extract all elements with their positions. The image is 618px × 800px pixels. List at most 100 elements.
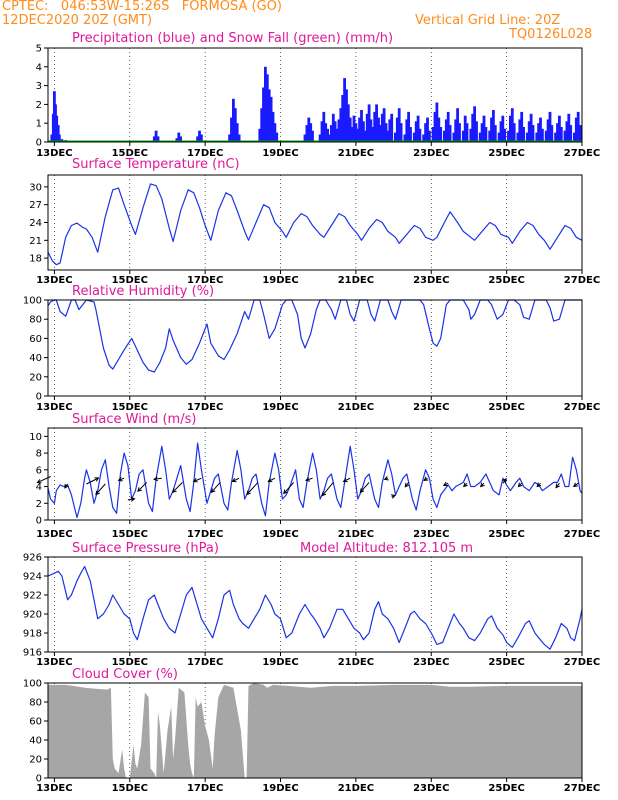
wind-arrow-head <box>210 488 216 494</box>
precip-bar <box>377 117 380 142</box>
precip-xtick-label: 23DEC <box>413 148 449 159</box>
temp-xtick-label: 25DEC <box>488 275 524 286</box>
wind-arrow-head <box>359 488 365 494</box>
wind-ytick-label: 8 <box>36 449 42 460</box>
precip-bar <box>493 125 497 142</box>
precip-bar <box>565 121 569 142</box>
pressure-frame <box>47 556 583 653</box>
rh-ytick-label: 100 <box>23 296 42 307</box>
wind-frame <box>47 427 583 521</box>
pressure-ytick-label: 916 <box>23 648 42 659</box>
precip-bar <box>264 66 267 142</box>
wind-arrow <box>246 482 259 495</box>
wind-arrow <box>172 482 183 493</box>
precip-bar <box>576 111 580 142</box>
precip-title: Precipitation (blue) and Snow Fall (gree… <box>72 31 393 46</box>
wind-arrow-head <box>117 476 123 482</box>
precip-bar <box>448 125 452 142</box>
wind-arrow-head <box>404 482 410 488</box>
precip-bar <box>407 111 410 142</box>
rh-ytick-label: 0 <box>36 392 42 403</box>
precip-bar <box>558 115 561 142</box>
precip-bar <box>275 132 279 142</box>
rh-ytick-label: 40 <box>29 353 42 364</box>
wind-arrow-head <box>555 483 560 489</box>
precip-ytick-label: 3 <box>36 81 42 92</box>
rh-ytick-label: 20 <box>29 372 42 383</box>
precip-bar <box>424 123 427 142</box>
precip-bar <box>388 119 392 142</box>
precip-bar <box>228 134 231 142</box>
precip-bar <box>331 113 335 142</box>
precip-bar <box>360 110 363 142</box>
wind-xtick-label: 27DEC <box>564 529 600 540</box>
precip-bar <box>499 121 503 142</box>
precip-bar <box>379 125 382 142</box>
precip-bar <box>539 117 542 142</box>
cloud-frame <box>47 682 583 779</box>
precip-bar <box>341 95 345 142</box>
precip-bar <box>267 89 271 142</box>
precip-bar <box>507 130 510 142</box>
precip-bar <box>330 125 333 142</box>
precip-bar <box>373 111 377 142</box>
wind-arrow <box>193 477 202 482</box>
precip-bar <box>512 123 516 142</box>
precip-bar <box>230 117 233 142</box>
precip-bar <box>444 119 448 142</box>
precip-bar <box>271 111 275 142</box>
precip-bar <box>510 108 514 142</box>
precip-bar <box>548 111 552 142</box>
pressure-ytick-label: 924 <box>23 572 42 583</box>
wind-arrow <box>343 477 351 482</box>
wind-arrow <box>359 482 370 493</box>
wind-arrow <box>95 483 106 495</box>
precip-bar <box>56 125 60 142</box>
cloud-ytick-label: 20 <box>29 755 42 766</box>
cloud-xtick-label: 21DEC <box>338 783 374 794</box>
wind-arrow <box>127 498 135 501</box>
precip-bar <box>509 115 512 142</box>
cloud-xtick-label: 25DEC <box>488 783 524 794</box>
precip-xtick-label: 27DEC <box>564 148 600 159</box>
precip-bar <box>154 130 158 142</box>
precip-bar <box>265 74 269 142</box>
precip-bar <box>471 113 475 142</box>
precip-xtick-label: 25DEC <box>488 148 524 159</box>
precip-bar <box>426 117 429 142</box>
precip-bar <box>328 134 331 142</box>
precip-bar <box>365 113 369 142</box>
header-date: 12DEC2020 20Z (GMT) <box>2 13 153 28</box>
rh-xtick-label: 19DEC <box>262 402 298 413</box>
precip-bar <box>55 115 59 142</box>
precip-bar <box>475 121 478 142</box>
header-model-id: TQ0126L028 <box>509 27 593 42</box>
precip-bar <box>303 134 307 142</box>
wind-arrow-head <box>153 476 159 482</box>
precip-bar <box>433 111 437 142</box>
wind-arrow-head <box>517 482 523 488</box>
precip-bar <box>399 123 403 142</box>
precip-bar <box>578 125 582 142</box>
wind-arrow-head <box>342 477 348 483</box>
pressure-ytick-label: 918 <box>23 629 42 640</box>
pressure-annotation: Model Altitude: 812.105 m <box>300 541 473 556</box>
precip-bar <box>550 125 554 142</box>
precip-bar <box>573 132 576 142</box>
precip-bar <box>516 132 520 142</box>
wind-arrow-head <box>423 476 429 481</box>
precip-bar <box>156 136 160 142</box>
precip-bar <box>348 117 352 142</box>
pressure-title: Surface Pressure (hPa) <box>72 541 219 556</box>
precip-bar <box>337 119 341 142</box>
precip-bar <box>362 121 365 142</box>
wind-arrow <box>305 477 313 481</box>
precip-bar <box>537 123 540 142</box>
precip-bar <box>345 89 348 142</box>
precip-bar <box>484 127 488 142</box>
rh-title: Relative Humidity (%) <box>72 284 214 299</box>
wind-arrow <box>211 482 221 493</box>
pressure-xtick-label: 25DEC <box>488 657 524 668</box>
precip-bar <box>356 128 360 142</box>
